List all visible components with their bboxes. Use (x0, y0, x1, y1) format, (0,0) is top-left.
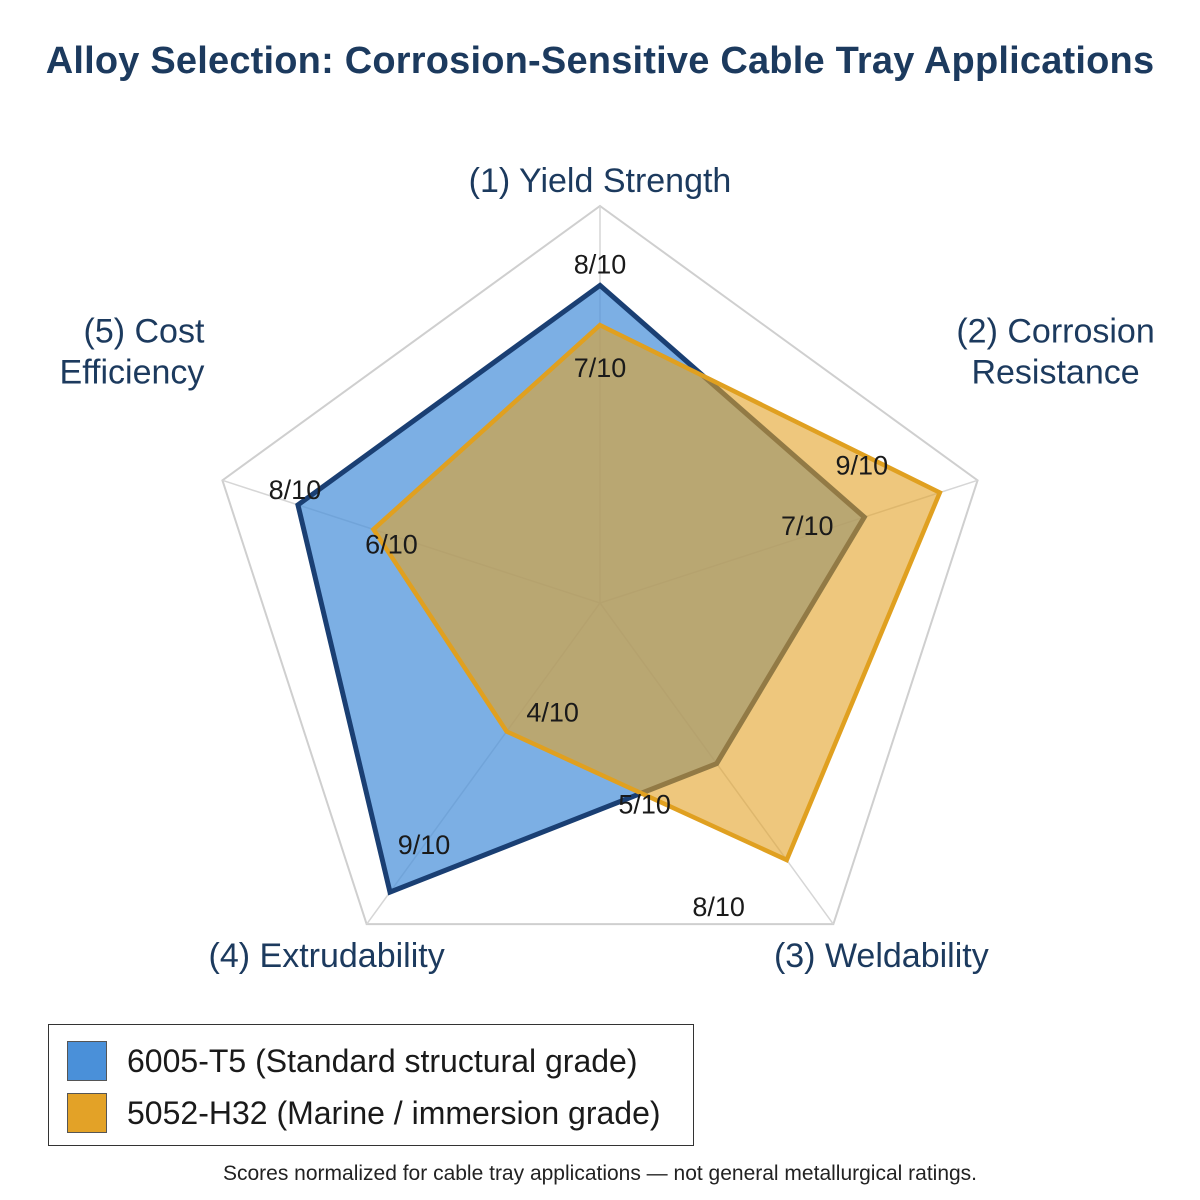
legend-swatch-blue (67, 1041, 107, 1081)
axis-label-5: (5) Cost Efficiency (60, 312, 205, 391)
value-label-6005-t5-axis-2: 7/10 (781, 511, 834, 541)
legend-swatch-orange (67, 1093, 107, 1133)
value-label-6005-t5-axis-3: 5/10 (618, 790, 671, 820)
radar-chart: (1) Yield Strength (2) Corrosion Resistanc… (60, 162, 1155, 975)
value-label-5052-h32-axis-1: 7/10 (574, 353, 627, 383)
legend-item-5052-h32: 5052-H32 (Marine / immersion grade) (67, 1091, 661, 1135)
axis-label-1: (1) Yield Strength (469, 162, 732, 200)
value-label-6005-t5-axis-4: 9/10 (398, 830, 451, 860)
series-area-5052-h32 (370, 322, 943, 863)
value-label-6005-t5-axis-5: 8/10 (269, 475, 322, 505)
radar-series (295, 282, 943, 896)
value-label-6005-t5-axis-1: 8/10 (574, 249, 627, 279)
value-label-5052-h32-axis-3: 8/10 (692, 892, 745, 922)
axis-label-3: (3) Weldability (774, 937, 989, 975)
legend-item-6005-t5: 6005-T5 (Standard structural grade) (67, 1039, 637, 1083)
footnote: Scores normalized for cable tray applica… (222, 1162, 978, 1185)
value-label-5052-h32-axis-4: 4/10 (526, 697, 579, 727)
legend-label-6005-t5: 6005-T5 (Standard structural grade) (127, 1042, 638, 1079)
chart-title: Alloy Selection: Corrosion-Sensitive Cab… (45, 40, 1155, 82)
legend-label-5052-h32: 5052-H32 (Marine / immersion grade) (127, 1094, 661, 1131)
value-label-5052-h32-axis-2: 9/10 (836, 451, 889, 481)
legend: 6005-T5 (Standard structural grade) 5052… (48, 1024, 694, 1146)
axis-label-4: (4) Extrudability (209, 937, 445, 975)
value-labels: 8/107/105/109/108/107/109/108/104/106/10 (269, 249, 888, 922)
axis-labels: (1) Yield Strength (2) Corrosion Resistanc… (60, 162, 1155, 975)
axis-label-2: (2) Corrosion Resistance (956, 312, 1154, 391)
value-label-5052-h32-axis-5: 6/10 (365, 529, 418, 559)
